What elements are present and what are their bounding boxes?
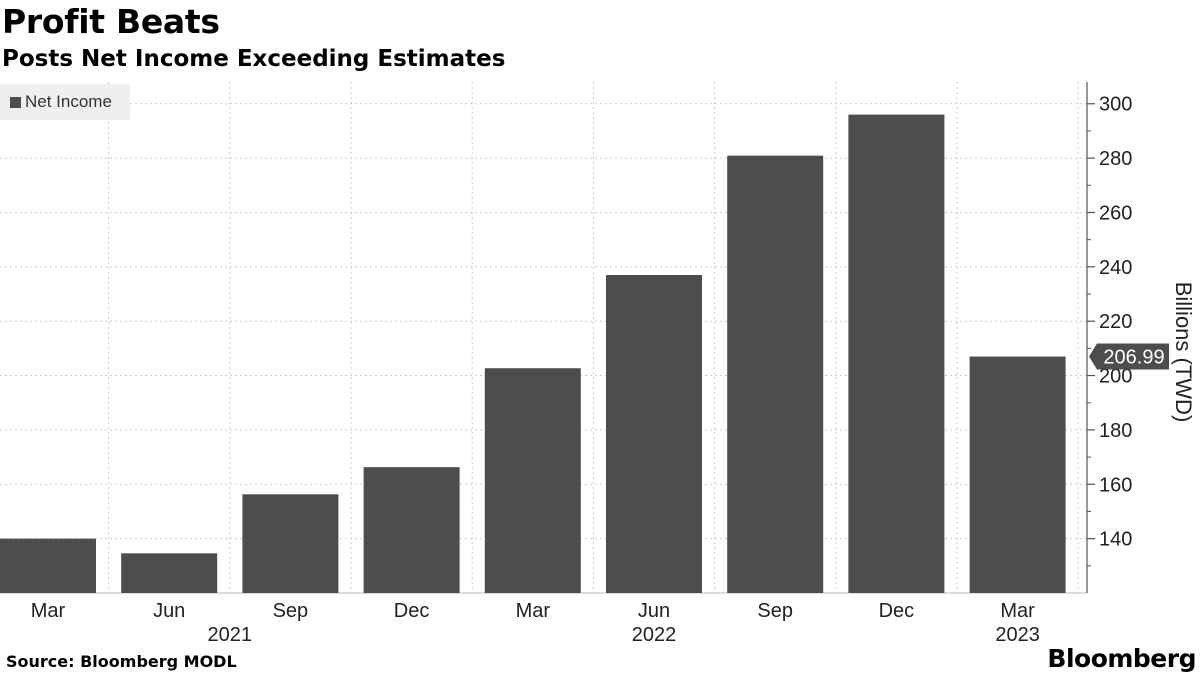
bar-mar-8 — [969, 356, 1066, 593]
y-axis: 140 160 180 200 220 240 260 280 300 — [1086, 82, 1132, 593]
bar-sep-2 — [242, 494, 339, 593]
y-tick-label: 280 — [1099, 148, 1132, 170]
source-note: Source: Bloomberg MODL — [6, 652, 237, 671]
legend-label: Net Income — [25, 92, 112, 111]
x-tick-label: Jun — [638, 600, 670, 622]
x-tick-label: Sep — [757, 600, 793, 622]
y-tick-label: 300 — [1099, 94, 1132, 116]
chart-title: Profit Beats — [2, 2, 220, 41]
callout-box — [1089, 343, 1169, 370]
y-tick-label: 140 — [1099, 529, 1132, 551]
bar-sep-6 — [727, 155, 824, 594]
bloomberg-logo: Bloomberg — [1047, 644, 1196, 673]
year-label-2022: 2022 — [632, 624, 677, 646]
x-tick-label: Sep — [273, 600, 309, 622]
x-tick-label: Mar — [1000, 600, 1035, 622]
x-tick-label: Mar — [31, 600, 66, 622]
chart-subtitle: Posts Net Income Exceeding Estimates — [2, 46, 506, 72]
x-tick-label: Dec — [879, 600, 915, 622]
x-axis-labels: Mar Jun Sep Dec Mar Jun Sep Dec Mar 2021 2022 2023 — [31, 600, 1040, 646]
bar-dec-7 — [848, 114, 945, 594]
x-tick-label: Mar — [516, 600, 551, 622]
bar-dec-3 — [363, 467, 460, 593]
y-tick-label: 180 — [1099, 420, 1132, 442]
legend: Net Income — [0, 84, 130, 120]
y-tick-label: 240 — [1099, 257, 1132, 279]
year-label-2023: 2023 — [995, 624, 1040, 646]
bar-jun-1 — [121, 553, 218, 593]
bar-mar-4 — [484, 368, 581, 593]
y-tick-label: 160 — [1099, 474, 1132, 496]
last-value-callout: 206.99 — [1089, 343, 1169, 370]
bar-jun-5 — [606, 274, 702, 593]
bar-mar-0 — [0, 538, 96, 593]
y-tick-label: 220 — [1099, 311, 1132, 333]
x-tick-label: Dec — [394, 600, 430, 622]
x-tick-label: Jun — [153, 600, 185, 622]
year-label-2021: 2021 — [208, 624, 253, 646]
legend-swatch — [10, 96, 21, 108]
y-tick-label: 260 — [1099, 202, 1132, 224]
bars — [0, 114, 1066, 594]
y-tick-label: 200 — [1099, 366, 1132, 388]
callout-value: 206.99 — [1103, 347, 1164, 369]
y-axis-title: Billions (TWD) — [1171, 282, 1196, 423]
